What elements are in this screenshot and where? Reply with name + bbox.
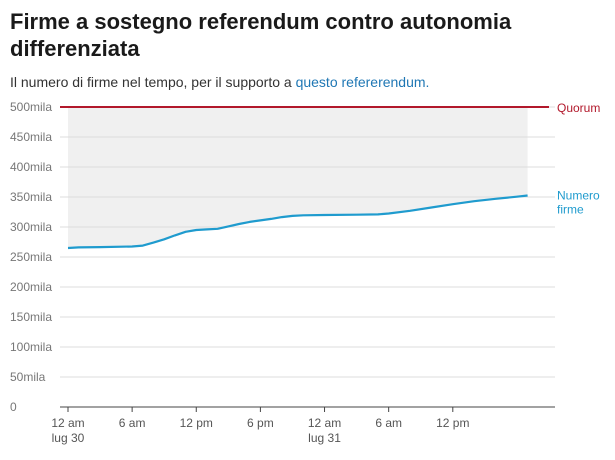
y-tick-label: 50mila <box>10 370 46 384</box>
y-tick-label: 150mila <box>10 310 52 324</box>
y-tick-label: 100mila <box>10 340 52 354</box>
x-tick-label: 12 am <box>51 416 84 430</box>
y-tick-label: 300mila <box>10 220 52 234</box>
series-label: Numero firme <box>557 189 600 217</box>
x-tick-label: 12 am <box>308 416 341 430</box>
x-tick-label: 12 pm <box>436 416 469 430</box>
x-tick-sublabel: lug 31 <box>308 431 341 445</box>
x-tick-label: 6 am <box>375 416 402 430</box>
series-label-line: firme <box>557 203 584 217</box>
x-tick-sublabel: lug 30 <box>52 431 85 445</box>
y-tick-label: 500mila <box>10 100 52 114</box>
gap-to-quorum-area <box>68 107 528 248</box>
x-tick-label: 12 pm <box>180 416 213 430</box>
series-label-line: Numero <box>557 189 600 203</box>
quorum-label: Quorum <box>557 101 600 115</box>
y-tick-label: 400mila <box>10 160 52 174</box>
signatures-line <box>67 194 528 250</box>
subtitle-text: Il numero di firme nel tempo, per il sup… <box>10 74 296 90</box>
y-tick-label: 0 <box>10 400 17 414</box>
y-tick-label: 450mila <box>10 130 52 144</box>
y-tick-label: 250mila <box>10 250 52 264</box>
chart-title: Firme a sostegno referendum contro auton… <box>10 9 512 61</box>
x-tick-label: 6 am <box>119 416 146 430</box>
y-tick-label: 200mila <box>10 280 52 294</box>
referendum-link[interactable]: questo refererendum. <box>295 74 430 90</box>
x-tick-label: 6 pm <box>247 416 274 430</box>
y-tick-label: 350mila <box>10 190 52 204</box>
chart-subtitle: Il numero di firme nel tempo, per il sup… <box>10 73 600 91</box>
